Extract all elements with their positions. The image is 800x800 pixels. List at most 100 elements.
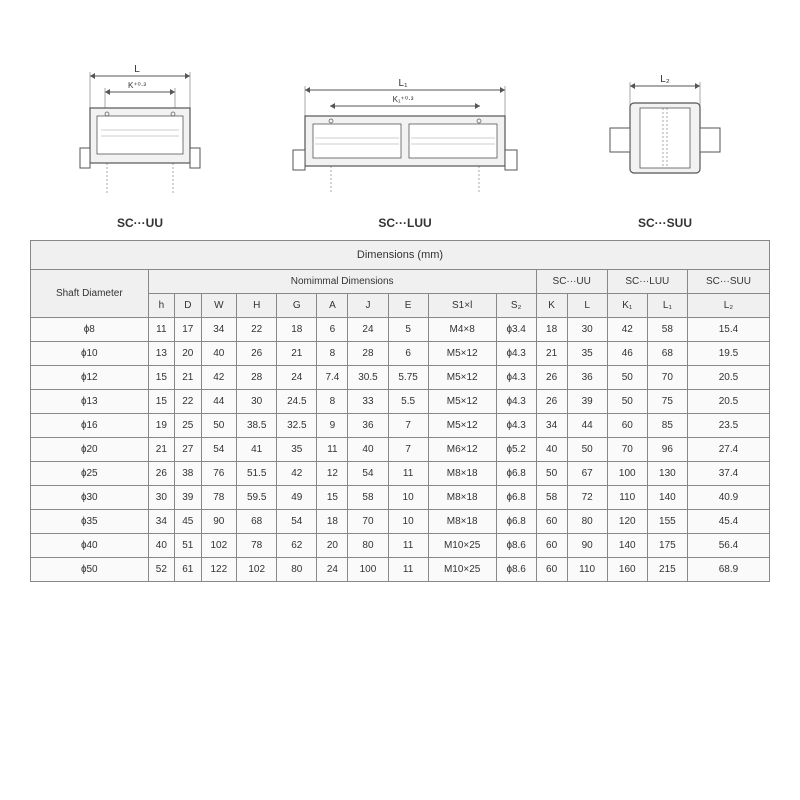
dim-L1: L₁ xyxy=(399,78,409,89)
data-cell: 15.4 xyxy=(687,318,769,342)
data-cell: 21 xyxy=(148,438,174,462)
data-cell: 62 xyxy=(277,534,317,558)
data-cell: 5.75 xyxy=(388,366,428,390)
group-sc-uu: SC···UU xyxy=(536,270,607,294)
data-cell: 21 xyxy=(277,342,317,366)
sc-suu-svg: L₂ xyxy=(595,58,735,208)
data-cell: 25 xyxy=(175,414,201,438)
data-cell: 13 xyxy=(148,342,174,366)
table-row: ɸ3030397859.549155810M8×18ɸ6.85872110140… xyxy=(31,486,770,510)
data-cell: 160 xyxy=(607,558,647,582)
data-cell: M8×18 xyxy=(428,462,496,486)
table-row: ɸ2526387651.542125411M8×18ɸ6.85067100130… xyxy=(31,462,770,486)
data-cell: 130 xyxy=(647,462,687,486)
data-cell: 80 xyxy=(567,510,607,534)
data-cell: 30 xyxy=(567,318,607,342)
data-cell: M10×25 xyxy=(428,534,496,558)
data-cell: 80 xyxy=(348,534,388,558)
col-header: W xyxy=(201,294,237,318)
data-cell: 39 xyxy=(175,486,201,510)
data-cell: 20.5 xyxy=(687,390,769,414)
data-cell: 24 xyxy=(317,558,348,582)
data-cell: 7 xyxy=(388,414,428,438)
data-cell: 11 xyxy=(148,318,174,342)
row-label-header: Shaft Diameter xyxy=(31,270,149,318)
data-cell: 6 xyxy=(317,318,348,342)
shaft-dia-cell: ɸ13 xyxy=(31,390,149,414)
diagram-sc-uu: L K⁺⁰·³ SC···UU xyxy=(65,58,215,230)
data-cell: 21 xyxy=(536,342,567,366)
data-cell: 51 xyxy=(175,534,201,558)
data-cell: 35 xyxy=(567,342,607,366)
data-cell: 67 xyxy=(567,462,607,486)
data-cell: 56.4 xyxy=(687,534,769,558)
data-cell: 50 xyxy=(201,414,237,438)
diagrams-row: L K⁺⁰·³ SC···UU xyxy=(0,0,800,240)
data-cell: 44 xyxy=(567,414,607,438)
data-cell: 34 xyxy=(201,318,237,342)
group-sc-suu: SC···SUU xyxy=(687,270,769,294)
col-header: K₁ xyxy=(607,294,647,318)
data-cell: 23.5 xyxy=(687,414,769,438)
data-cell: 50 xyxy=(536,462,567,486)
shaft-dia-cell: ɸ50 xyxy=(31,558,149,582)
data-cell: 72 xyxy=(567,486,607,510)
table-row: ɸ1215214228247.430.55.75M5×12ɸ4.32636507… xyxy=(31,366,770,390)
data-cell: 78 xyxy=(237,534,277,558)
shaft-dia-cell: ɸ40 xyxy=(31,534,149,558)
data-cell: 20.5 xyxy=(687,366,769,390)
data-cell: 40 xyxy=(148,534,174,558)
data-cell: 175 xyxy=(647,534,687,558)
data-cell: 51.5 xyxy=(237,462,277,486)
data-cell: 155 xyxy=(647,510,687,534)
data-cell: M5×12 xyxy=(428,390,496,414)
data-cell: 7 xyxy=(388,438,428,462)
col-header: L₂ xyxy=(687,294,769,318)
data-cell: M5×12 xyxy=(428,342,496,366)
data-cell: 78 xyxy=(201,486,237,510)
data-cell: 6 xyxy=(388,342,428,366)
data-cell: 20 xyxy=(175,342,201,366)
data-cell: 21 xyxy=(175,366,201,390)
shaft-dia-cell: ɸ10 xyxy=(31,342,149,366)
data-cell: 215 xyxy=(647,558,687,582)
data-cell: 85 xyxy=(647,414,687,438)
data-cell: 26 xyxy=(237,342,277,366)
data-cell: 40.9 xyxy=(687,486,769,510)
shaft-dia-cell: ɸ30 xyxy=(31,486,149,510)
label-sc-suu: SC···SUU xyxy=(638,216,692,230)
data-cell: 102 xyxy=(237,558,277,582)
col-header: G xyxy=(277,294,317,318)
shaft-dia-cell: ɸ35 xyxy=(31,510,149,534)
data-cell: 68.9 xyxy=(687,558,769,582)
data-cell: ɸ8.6 xyxy=(496,558,536,582)
data-cell: 40 xyxy=(536,438,567,462)
data-cell: 9 xyxy=(317,414,348,438)
data-cell: 39 xyxy=(567,390,607,414)
data-cell: 24 xyxy=(277,366,317,390)
data-cell: 11 xyxy=(388,534,428,558)
col-header: E xyxy=(388,294,428,318)
sc-luu-svg: L₁ K₁⁺⁰·³ xyxy=(285,58,525,208)
data-cell: 30.5 xyxy=(348,366,388,390)
data-cell: 35 xyxy=(277,438,317,462)
label-sc-luu: SC···LUU xyxy=(378,216,431,230)
data-cell: 60 xyxy=(607,414,647,438)
data-cell: 40 xyxy=(348,438,388,462)
data-cell: 54 xyxy=(348,462,388,486)
data-cell: 34 xyxy=(148,510,174,534)
data-cell: 30 xyxy=(237,390,277,414)
dimensions-table-wrap: Dimensions (mm) Shaft Diameter Nomimmal … xyxy=(0,240,800,582)
data-cell: 140 xyxy=(647,486,687,510)
data-cell: 58 xyxy=(536,486,567,510)
dim-L: L xyxy=(134,64,140,75)
data-cell: 5.5 xyxy=(388,390,428,414)
data-cell: 19 xyxy=(148,414,174,438)
data-cell: 15 xyxy=(148,390,174,414)
data-cell: 18 xyxy=(536,318,567,342)
data-cell: 28 xyxy=(348,342,388,366)
diagram-sc-luu: L₁ K₁⁺⁰·³ SC···L xyxy=(285,58,525,230)
data-cell: 38.5 xyxy=(237,414,277,438)
data-cell: 8 xyxy=(317,342,348,366)
data-cell: 30 xyxy=(148,486,174,510)
